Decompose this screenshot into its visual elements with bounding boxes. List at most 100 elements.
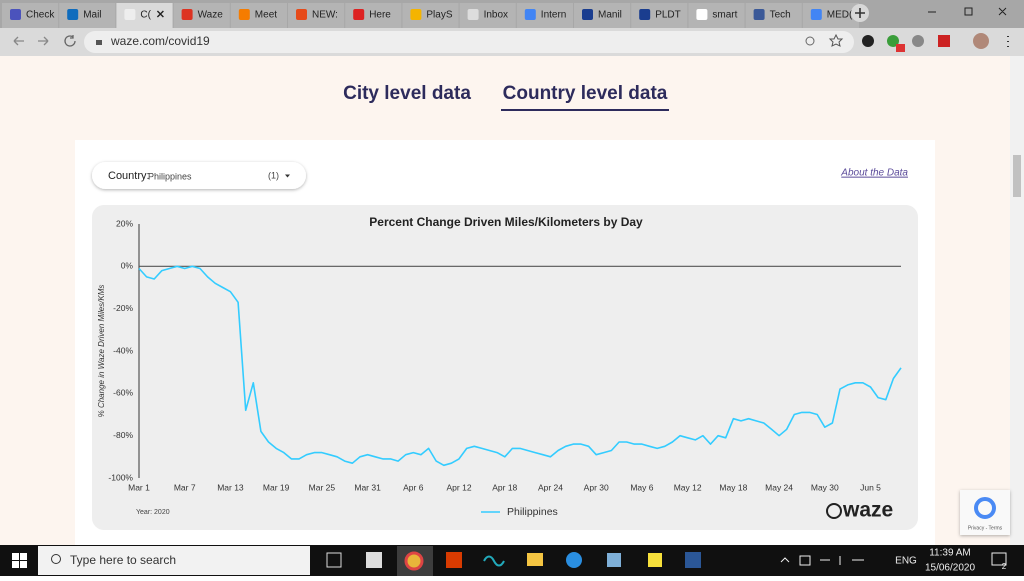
app-icon[interactable] [483, 555, 505, 567]
clock-date[interactable]: 15/06/2020 [925, 563, 975, 574]
tab-title: Intern [541, 10, 567, 21]
tab-title: NEW: [312, 10, 338, 21]
search-icon [51, 554, 61, 564]
x-tick-label: Mar 7 [174, 482, 196, 492]
waze-logo: waze [842, 499, 893, 522]
page-tab-active[interactable]: Country level data [503, 83, 668, 104]
dropdown-label: Country: [108, 170, 150, 182]
explorer-app[interactable] [527, 553, 543, 566]
zoom-icon [805, 36, 815, 46]
reload-button[interactable] [64, 35, 76, 47]
tab-title: C( [140, 10, 151, 21]
recaptcha-icon [974, 497, 996, 519]
data-line [138, 265, 902, 467]
dropdown-value: Philippines [148, 171, 192, 181]
about-link[interactable]: About the Data [840, 168, 908, 179]
search-box[interactable] [38, 546, 310, 575]
extension-icon[interactable] [938, 35, 950, 47]
start-button[interactable] [12, 553, 27, 568]
tab-title: Check [26, 10, 55, 21]
notification-center[interactable] [991, 552, 1007, 566]
tab-title: Manil [598, 10, 622, 21]
bookmark-star[interactable] [828, 33, 844, 47]
store-app[interactable] [366, 552, 382, 568]
tab-favicon [467, 9, 479, 20]
tab-title: smart [712, 10, 737, 21]
edge-app[interactable] [566, 552, 582, 568]
tab-favicon [639, 9, 651, 20]
dropdown-count: (1) [268, 170, 279, 180]
waze-logo-icon [826, 503, 842, 519]
x-tick-label: Apr 24 [538, 482, 563, 492]
y-tick-label: -60% [113, 388, 133, 398]
tab-favicon [124, 9, 136, 20]
extension-icon[interactable] [862, 35, 874, 47]
y-tick-label: -40% [113, 345, 133, 355]
app-icon[interactable] [607, 553, 621, 567]
tab-favicon [753, 9, 765, 20]
window-controls[interactable] [928, 7, 1007, 16]
office-app[interactable] [446, 552, 462, 568]
y-tick-label: 0% [121, 261, 134, 271]
tab-favicon [524, 9, 536, 20]
scrollbar-thumb[interactable] [1013, 155, 1021, 197]
x-tick-label: Mar 31 [354, 482, 381, 492]
tab-title: Waze [198, 10, 224, 21]
tab-title: Meet [255, 10, 277, 21]
clock-time[interactable]: 11:39 AM [929, 548, 971, 559]
tab-favicon [10, 9, 21, 20]
chart-panel [92, 205, 918, 530]
tab-title: Here [369, 10, 391, 21]
tab-favicon [67, 9, 79, 20]
dropdown-caret [285, 174, 290, 178]
nav-buttons[interactable] [13, 36, 49, 46]
chrome-icon [404, 551, 424, 571]
legend-label: Philippines [507, 506, 558, 518]
x-tick-label: Jun 5 [860, 482, 881, 492]
language[interactable]: ENG [895, 556, 917, 567]
system-tray-icons[interactable] [780, 555, 864, 566]
x-tick-label: May 6 [630, 482, 653, 492]
tab-favicon [810, 9, 822, 20]
url: waze.com/covid19 [110, 34, 210, 48]
profile-avatar[interactable] [973, 33, 989, 49]
tab-close [156, 10, 164, 18]
tab-title: Tech [770, 10, 791, 21]
tab-title: MED( [827, 10, 853, 21]
x-tick-label: Apr 12 [447, 482, 472, 492]
tab-favicon [353, 9, 365, 20]
word-app[interactable] [685, 552, 701, 568]
sticky-notes-app[interactable] [648, 553, 662, 567]
y-tick-label: -80% [113, 430, 133, 440]
x-tick-label: Mar 25 [309, 482, 336, 492]
scrollbar [1010, 56, 1024, 545]
x-tick-label: Mar 19 [263, 482, 290, 492]
recaptcha-text[interactable]: Privacy - Terms [968, 525, 1003, 531]
address-bar[interactable] [84, 31, 854, 53]
y-tick-label: -100% [108, 472, 133, 482]
x-tick-label: May 24 [765, 482, 793, 492]
page-tab[interactable]: City level data [343, 83, 471, 104]
tab-title: Inbox [484, 10, 508, 21]
x-tick-label: May 18 [719, 482, 747, 492]
tab-title: Mail [83, 10, 101, 21]
notification-count: 2 [1002, 562, 1007, 571]
x-tick-label: Apr 30 [584, 482, 609, 492]
task-view[interactable] [326, 552, 342, 568]
lock-icon [96, 40, 102, 45]
extension-badge [896, 44, 905, 52]
x-tick-label: Mar 13 [217, 482, 244, 492]
country-dropdown[interactable] [92, 162, 306, 189]
y-tick-label: -20% [113, 303, 133, 313]
x-tick-label: Apr 6 [403, 482, 424, 492]
extension-icon[interactable] [912, 35, 924, 47]
x-tick-label: May 12 [674, 482, 702, 492]
x-tick-label: Apr 18 [492, 482, 517, 492]
tab-favicon [582, 9, 593, 20]
x-tick-label: May 30 [811, 482, 839, 492]
tab-favicon [410, 9, 422, 20]
plus-icon [855, 8, 865, 18]
tab-favicon [696, 9, 708, 20]
y-axis-label: % Change in Waze Driven Miles/KMs [97, 285, 106, 418]
